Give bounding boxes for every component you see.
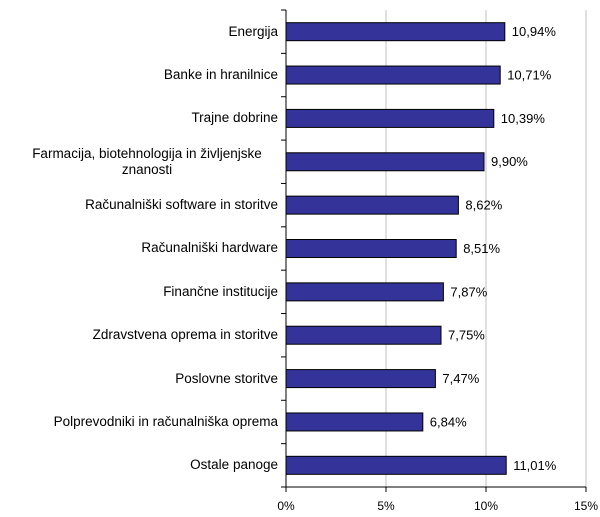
bar	[285, 22, 506, 42]
category-text: Ostale panoge	[190, 457, 278, 473]
category-text: Energija	[228, 23, 278, 39]
bar	[285, 282, 444, 302]
category-label: Polprevodniki in računalniška oprema	[6, 400, 278, 443]
value-label: 10,39%	[501, 111, 546, 126]
value-label: 10,94%	[512, 24, 557, 39]
category-label: Ostale panoge	[6, 444, 278, 487]
category-text: Trajne dobrine	[191, 110, 278, 126]
value-label: 8,62%	[465, 198, 502, 213]
category-label: Banke in hranilnice	[6, 53, 278, 96]
value-label: 7,87%	[450, 284, 487, 299]
category-text: Finančne institucije	[163, 283, 278, 299]
category-text: Banke in hranilnice	[163, 67, 278, 83]
category-label: Farmacija, biotehnologija in življenjske…	[6, 140, 278, 183]
x-tick-label: 10%	[474, 499, 498, 513]
category-label: Računalniški software in storitve	[6, 183, 278, 226]
bar	[285, 239, 457, 258]
x-tick-label: 0%	[277, 499, 295, 513]
value-label: 11,01%	[513, 458, 557, 473]
category-label: Trajne dobrine	[6, 97, 278, 140]
category-text: Zdravstvena oprema in storitve	[92, 327, 278, 343]
value-label: 10,71%	[507, 67, 552, 82]
bar	[285, 108, 495, 128]
category-label: Energija	[6, 10, 278, 53]
category-label: Zdravstvena oprema in storitve	[6, 314, 278, 357]
value-label: 7,47%	[442, 371, 479, 386]
bar	[285, 369, 436, 389]
category-label: Finančne institucije	[6, 270, 278, 313]
value-label: 7,75%	[448, 328, 485, 343]
bar	[285, 412, 424, 432]
category-text: Polprevodniki in računalniška oprema	[53, 413, 278, 429]
bar	[285, 325, 442, 345]
value-label: 8,51%	[463, 241, 500, 256]
category-text: Poslovne storitve	[175, 370, 278, 386]
bar	[285, 195, 459, 215]
value-label: 6,84%	[430, 414, 467, 429]
category-text: Farmacija, biotehnologija in življenjske…	[32, 145, 262, 177]
bar	[285, 455, 507, 475]
value-label: 9,90%	[491, 154, 528, 169]
category-text: Računalniški hardware	[141, 240, 278, 256]
x-tick-label: 15%	[574, 499, 598, 513]
bar	[285, 152, 485, 172]
x-tick-label: 5%	[377, 499, 395, 513]
category-text: Računalniški software in storitve	[85, 197, 278, 213]
bar	[285, 65, 501, 85]
category-label: Računalniški hardware	[6, 227, 278, 270]
category-label: Poslovne storitve	[6, 357, 278, 400]
